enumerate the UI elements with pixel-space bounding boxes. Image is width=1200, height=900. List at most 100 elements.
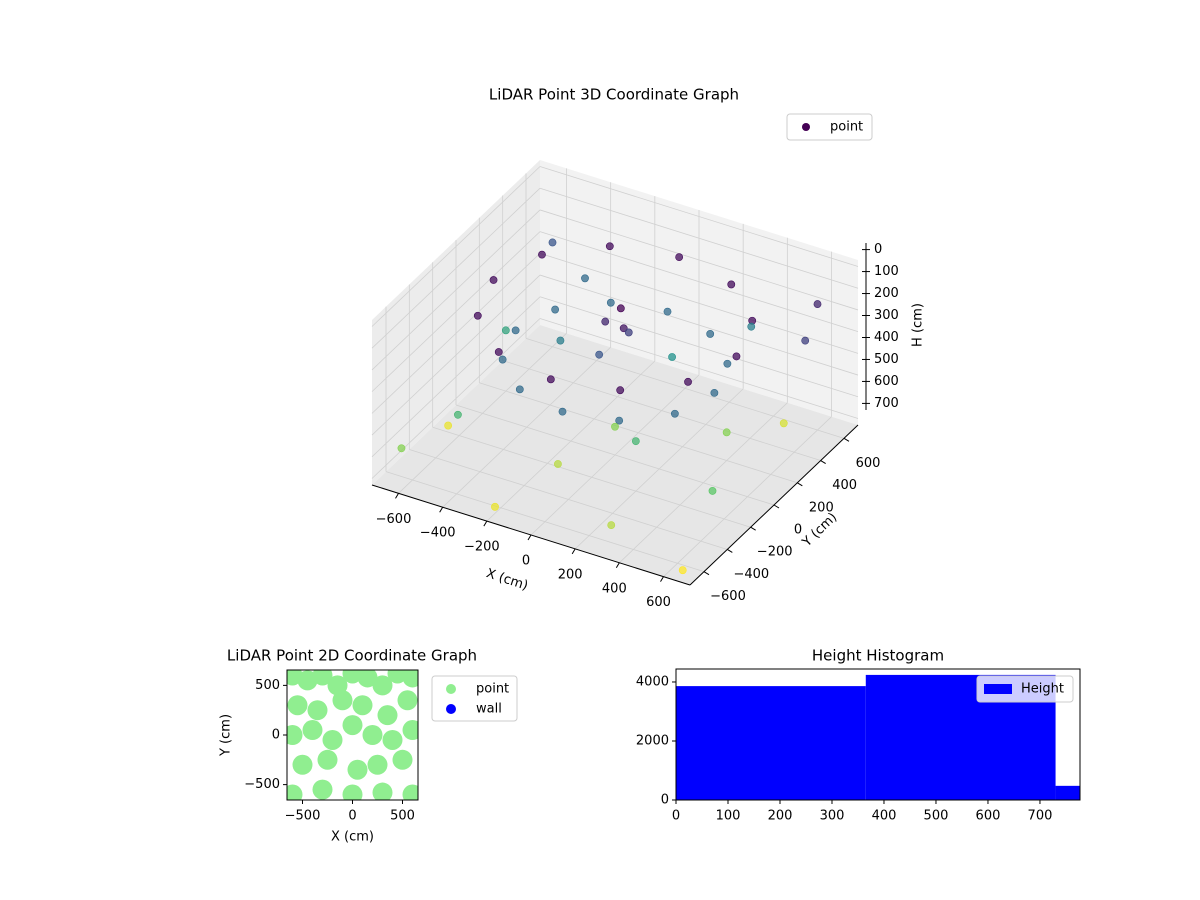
point <box>606 298 615 307</box>
x-tick <box>660 576 664 582</box>
grid-line <box>525 337 845 439</box>
grid-line <box>371 187 541 349</box>
y-tick-label: −200 <box>757 545 793 560</box>
y-tick-label: −600 <box>710 589 746 604</box>
y-axis-label: Y (cm) <box>799 510 840 551</box>
point <box>551 305 560 314</box>
point <box>382 729 403 750</box>
grid-line <box>539 318 859 419</box>
legend-marker <box>802 123 810 131</box>
point <box>663 307 672 316</box>
legend-box <box>976 675 1074 703</box>
bars <box>676 674 1080 800</box>
x-tick-label: 200 <box>558 567 583 582</box>
x-tick-label: 500 <box>390 809 415 824</box>
plot-frame <box>675 668 1081 801</box>
legend-label: point <box>830 120 863 135</box>
point <box>732 352 741 361</box>
point <box>292 754 313 775</box>
point <box>727 280 736 289</box>
chart-title: LiDAR Point 2D Coordinate Graph <box>227 647 477 665</box>
x-tick <box>483 520 488 527</box>
x-tick-label: 200 <box>768 809 793 824</box>
z-axis-label: H (cm) <box>911 303 926 347</box>
y-tick-label: 600 <box>856 456 881 471</box>
point <box>605 242 614 251</box>
point <box>342 670 363 684</box>
point <box>397 690 418 711</box>
x-tick <box>395 493 399 499</box>
y-tick-label: 200 <box>809 500 834 515</box>
point <box>302 720 323 741</box>
z-tick-label: 600 <box>874 374 899 389</box>
x-tick-label: 400 <box>602 581 627 596</box>
x-tick-label: 0 <box>348 809 356 824</box>
point <box>624 328 633 337</box>
y-tick-label: 4000 <box>636 674 669 689</box>
grid-line <box>371 166 541 327</box>
point <box>595 350 604 359</box>
x-tick <box>615 562 620 569</box>
x-tick <box>527 534 532 541</box>
point <box>546 375 555 384</box>
point <box>722 428 731 437</box>
point <box>352 695 373 716</box>
grid-line <box>409 449 728 550</box>
x-tick-label: −200 <box>464 540 500 555</box>
grid-line <box>479 382 798 484</box>
y-tick-label: 0 <box>794 523 802 538</box>
points <box>397 238 822 575</box>
x-tick-label: 0 <box>672 809 680 824</box>
x-axis-label: X (cm) <box>484 566 530 594</box>
point <box>473 311 482 320</box>
z-tick-label: 100 <box>874 264 899 279</box>
grid-line <box>502 360 821 461</box>
point <box>444 421 453 430</box>
point <box>372 675 393 696</box>
point <box>367 754 388 775</box>
point <box>501 326 510 335</box>
point <box>357 670 378 688</box>
x-tick-label: 300 <box>820 809 845 824</box>
point <box>668 353 676 361</box>
x-tick <box>571 548 576 555</box>
point <box>377 705 398 726</box>
point <box>491 502 499 511</box>
y-tick-label: 500 <box>255 678 280 693</box>
z-tick-label: 400 <box>874 330 899 345</box>
point <box>312 670 333 686</box>
point <box>631 437 640 446</box>
z-tick-label: 300 <box>874 308 899 323</box>
y-tick-label: 0 <box>661 793 669 808</box>
x-tick-label: 600 <box>646 595 671 610</box>
z-tick-label: 500 <box>874 352 899 367</box>
legend-marker <box>984 684 1012 694</box>
grid-line <box>539 274 859 376</box>
chart-title: LiDAR Point 3D Coordinate Graph <box>489 86 739 104</box>
point <box>347 759 368 780</box>
point <box>615 416 624 425</box>
point <box>322 729 343 750</box>
grid-line <box>432 426 751 528</box>
grid-line <box>539 187 859 289</box>
point <box>342 784 363 800</box>
x-tick-label: 700 <box>1028 809 1053 824</box>
point <box>312 779 333 800</box>
point <box>387 670 408 684</box>
x-tick-label: 0 <box>522 554 530 569</box>
z-tick-label: 200 <box>874 286 899 301</box>
grid-line <box>371 253 541 414</box>
bar <box>1055 785 1080 800</box>
grid-line <box>539 166 859 267</box>
legend-box <box>786 113 873 141</box>
point <box>392 749 413 770</box>
bar <box>676 686 866 800</box>
point <box>706 330 715 338</box>
point <box>601 317 610 326</box>
point <box>402 784 418 800</box>
point <box>548 238 557 247</box>
grid-line <box>371 209 541 371</box>
point <box>779 419 788 428</box>
point <box>710 388 719 397</box>
